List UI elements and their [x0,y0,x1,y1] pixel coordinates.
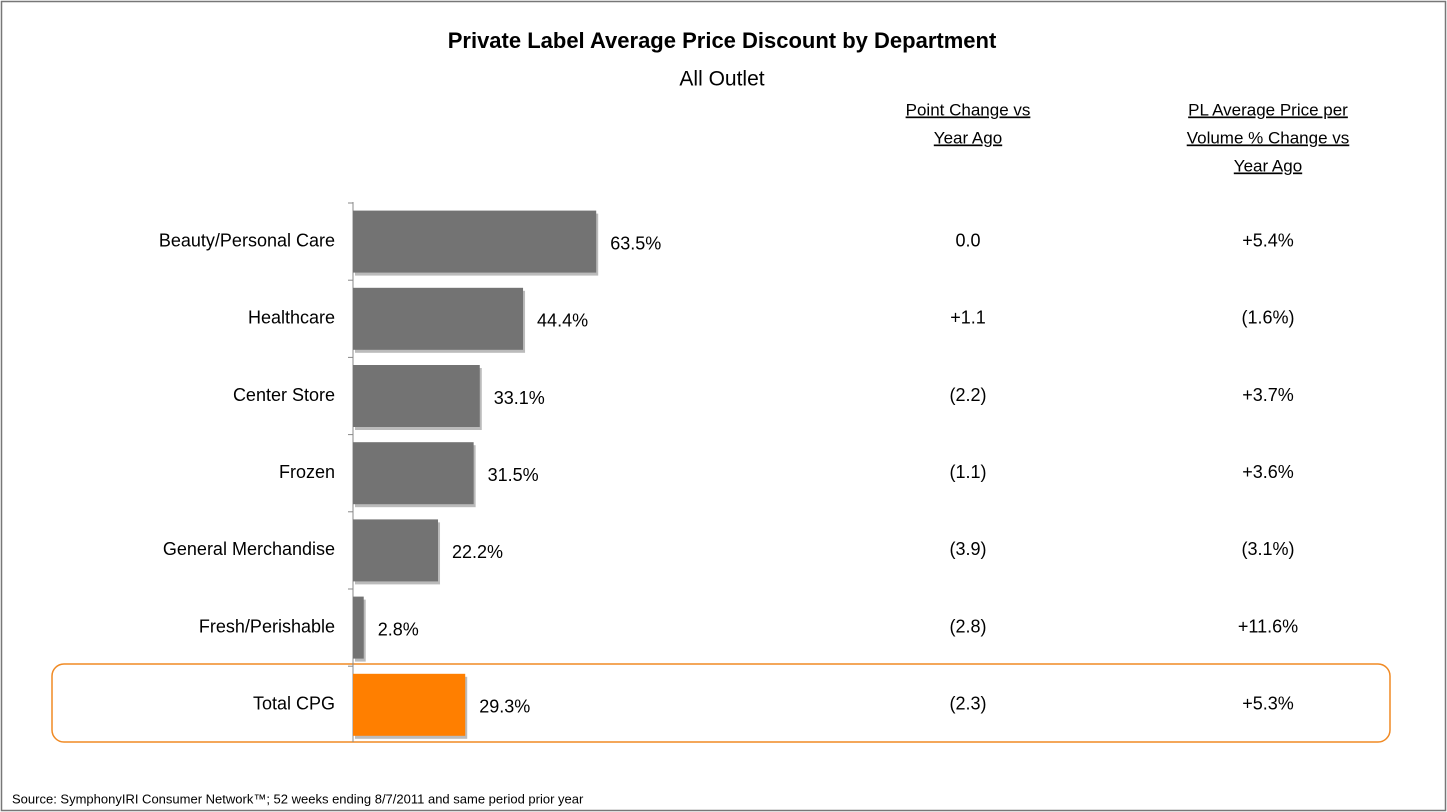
column-value: +1.1 [950,308,986,328]
chart-subtitle: All Outlet [679,68,764,91]
value-label: 22.2% [452,542,503,562]
category-label: Total CPG [253,694,335,714]
bar [353,365,480,427]
column-value: +5.3% [1242,694,1294,714]
column-value: (2.8) [949,616,986,636]
column-value: (1.1) [949,462,986,482]
value-label: 44.4% [537,311,588,331]
column-header: Year Ago [934,128,1002,147]
column-value: +5.4% [1242,230,1294,250]
category-label: Healthcare [248,308,335,328]
column-header: Volume % Change vs [1187,128,1350,147]
column-value: (3.1%) [1241,539,1294,559]
column-value: (2.3) [949,694,986,714]
category-label: General Merchandise [163,539,335,559]
bar [353,596,364,659]
bar [353,442,474,505]
value-label: 29.3% [479,697,530,717]
bar [353,519,439,582]
column-value: +11.6% [1238,616,1298,636]
category-label: Fresh/Perishable [199,616,335,636]
category-label: Frozen [279,462,335,482]
category-label: Beauty/Personal Care [159,230,335,250]
chart-title: Private Label Average Price Discount by … [448,28,997,53]
bar [353,210,597,273]
column-value: (2.2) [949,385,986,405]
category-label: Center Store [233,385,335,405]
column-value: +3.6% [1242,462,1294,482]
bar [353,287,524,350]
column-header: Point Change vs [906,100,1031,119]
source: Source: SymphonyIRI Consumer Network™; 5… [12,791,584,806]
value-label: 2.8% [378,619,419,639]
value-label: 63.5% [610,233,661,253]
column-value: (3.9) [949,539,986,559]
column-header: PL Average Price per [1188,100,1348,119]
value-label: 31.5% [488,465,539,485]
bar [353,673,466,736]
highlight-box [51,663,1391,743]
column-value: +3.7% [1242,385,1294,405]
column-value: (1.6%) [1241,308,1294,328]
column-header: Year Ago [1234,156,1302,175]
value-label: 33.1% [494,388,545,408]
column-value: 0.0 [955,230,980,250]
